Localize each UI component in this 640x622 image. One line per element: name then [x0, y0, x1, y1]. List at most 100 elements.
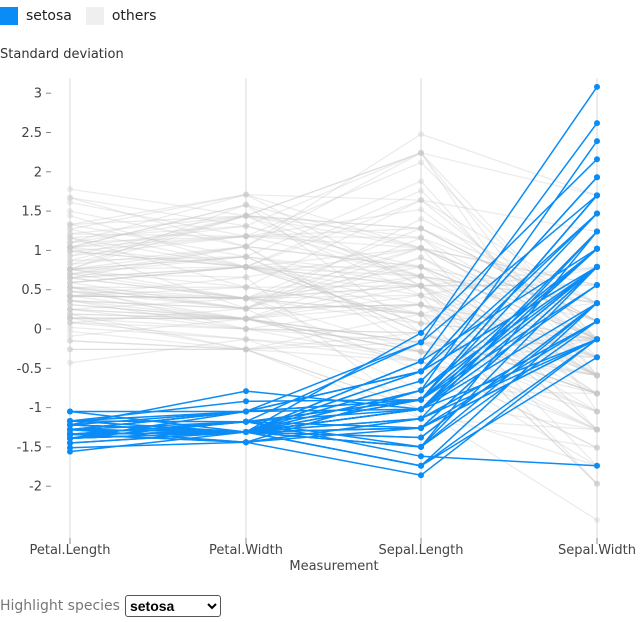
series-line-others — [70, 348, 598, 449]
data-point-setosa — [594, 245, 600, 252]
data-point-others — [67, 248, 73, 255]
data-point-others — [243, 191, 249, 198]
data-point-others — [243, 315, 249, 322]
series-line-others — [69, 322, 598, 431]
data-point-setosa — [418, 387, 424, 394]
data-point-others — [67, 284, 73, 291]
data-point-others — [418, 245, 424, 251]
series-line-others — [69, 313, 598, 377]
data-point-setosa — [418, 368, 424, 375]
series-line-others — [69, 318, 598, 358]
series-line-others — [69, 286, 598, 358]
series-line-others — [69, 246, 598, 358]
data-point-others — [67, 315, 73, 321]
data-point-others — [67, 319, 73, 326]
data-point-others — [594, 426, 600, 433]
data-point-others — [418, 216, 424, 222]
series-line-others — [69, 199, 598, 304]
data-point-others — [418, 225, 424, 232]
data-point-setosa — [594, 354, 600, 361]
data-point-others — [243, 263, 249, 270]
data-point-setosa — [594, 210, 600, 217]
data-point-others — [243, 336, 249, 343]
series-line-others — [69, 290, 598, 340]
legend-item-others[interactable]: others — [85, 7, 156, 25]
data-point-others — [594, 372, 600, 379]
legend-swatch-setosa — [0, 7, 18, 25]
data-point-setosa — [243, 429, 249, 435]
species-select[interactable]: setosa — [124, 595, 221, 617]
data-point-others — [418, 273, 424, 280]
data-point-others — [594, 372, 600, 379]
data-point-others — [243, 212, 249, 219]
data-point-others — [67, 297, 73, 304]
data-point-others — [418, 178, 424, 185]
series-line-others — [70, 284, 598, 288]
data-point-others — [418, 311, 424, 318]
legend-item-setosa[interactable]: setosa — [0, 7, 72, 25]
data-point-others — [67, 337, 73, 344]
data-point-others — [418, 273, 424, 280]
series-line-others — [69, 247, 598, 322]
data-point-others — [243, 263, 249, 270]
data-point-others — [594, 372, 600, 379]
data-point-others — [243, 263, 249, 270]
data-point-others — [418, 273, 424, 280]
data-point-others — [67, 271, 73, 277]
data-point-others — [67, 293, 73, 299]
data-point-others — [594, 390, 600, 397]
data-point-others — [243, 305, 249, 312]
data-point-others — [67, 257, 73, 264]
data-point-others — [67, 252, 73, 259]
data-point-others — [418, 273, 424, 280]
data-point-setosa — [67, 440, 73, 446]
data-point-others — [418, 311, 424, 318]
data-point-others — [67, 346, 73, 353]
series-line-others — [69, 338, 598, 431]
series-line-others — [69, 276, 598, 431]
series-line-others — [69, 250, 598, 322]
data-point-others — [67, 266, 73, 273]
data-point-others — [243, 295, 249, 302]
data-point-others — [594, 408, 600, 415]
series-line-others — [69, 256, 598, 395]
series-line-others — [69, 133, 598, 248]
data-point-others — [418, 225, 424, 232]
data-point-others — [418, 245, 424, 251]
data-point-others — [418, 159, 424, 166]
data-point-others — [67, 306, 73, 313]
data-point-others — [418, 245, 424, 251]
series-line-others — [70, 348, 598, 467]
data-point-others — [243, 346, 249, 353]
data-point-others — [67, 333, 73, 340]
data-point-others — [418, 292, 424, 299]
data-point-others — [67, 274, 73, 281]
series-line-others — [69, 294, 598, 358]
data-point-others — [243, 295, 249, 302]
data-point-others — [594, 372, 600, 379]
data-point-others — [243, 346, 249, 353]
data-point-others — [418, 282, 424, 289]
data-point-others — [243, 346, 249, 353]
data-point-others — [418, 311, 424, 318]
data-point-others — [243, 243, 249, 250]
data-point-others — [243, 315, 249, 322]
data-point-others — [243, 336, 249, 343]
data-point-others — [418, 301, 424, 308]
y-tick-label: 1.5 — [21, 205, 42, 220]
data-point-others — [243, 326, 249, 332]
data-point-others — [594, 372, 600, 379]
data-point-others — [243, 284, 249, 291]
data-point-others — [67, 301, 73, 308]
data-point-others — [243, 233, 249, 240]
y-tick-label: -0.5 — [17, 362, 42, 377]
data-point-others — [243, 243, 249, 250]
series-line-others — [69, 326, 598, 449]
data-point-others — [243, 295, 249, 302]
series-line-others — [69, 245, 598, 377]
data-point-others — [418, 282, 424, 289]
data-point-others — [67, 284, 73, 291]
data-point-others — [418, 311, 424, 318]
data-point-others — [243, 191, 249, 198]
series-setosa — [67, 83, 600, 479]
